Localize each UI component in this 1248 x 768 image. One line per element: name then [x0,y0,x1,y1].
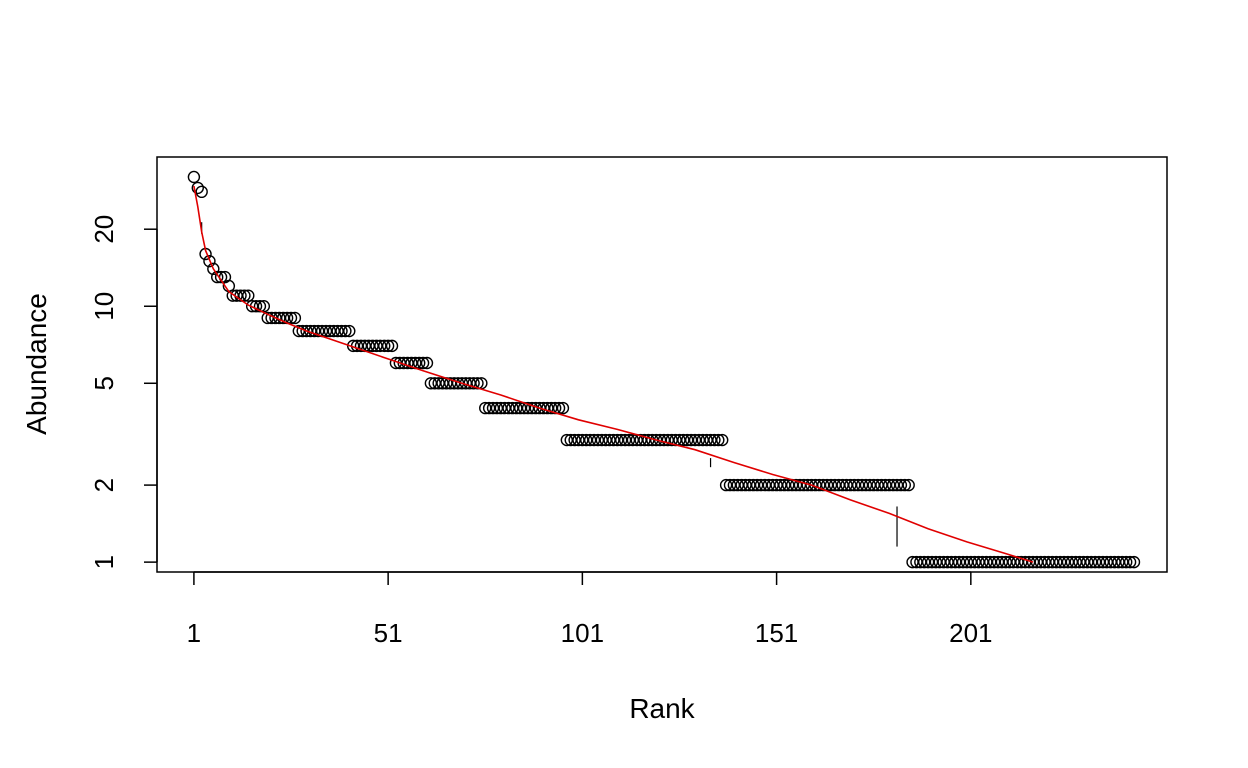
data-point [1123,555,1137,569]
data-point [413,356,426,370]
y-axis-title: Abundance [21,293,52,435]
data-point [335,324,348,338]
y-tick-label: 5 [89,376,119,390]
data-point [339,324,352,338]
data-point [203,254,216,268]
data-point [898,478,911,492]
data-point [195,185,208,199]
x-tick-label: 151 [755,618,798,648]
y-tick-label: 20 [89,215,119,244]
x-axis: 1 51 101 151 201 [187,571,993,648]
data-point [381,339,395,353]
data-point [894,478,908,492]
data-point [556,401,570,415]
data-point [207,262,220,276]
data-point [288,311,302,325]
x-tick-label: 201 [949,618,992,648]
data-point [716,433,729,447]
data-point [284,311,298,325]
data-point [1120,555,1133,569]
y-tick-label: 2 [89,478,119,492]
x-axis-title: Rank [629,693,695,724]
x-tick-label: 51 [374,618,403,648]
y-tick-label: 10 [89,292,119,321]
data-point [420,356,434,370]
data-point [416,356,430,370]
y-tick-label: 1 [89,555,119,569]
plot-frame [156,156,1168,573]
data-point [343,324,356,338]
data-point [902,478,915,492]
data-point [187,170,201,184]
x-tick-label: 101 [561,618,604,648]
data-point [253,300,267,313]
data-point [242,289,255,302]
data-point [214,270,228,284]
data-point [191,181,204,195]
data-point [467,377,480,390]
data-point [378,339,391,353]
data-points [187,170,1141,569]
x-tick-label: 1 [187,618,201,648]
data-point [712,433,725,447]
data-point [238,289,251,302]
fit-line [193,185,1034,563]
data-point [211,270,224,284]
data-point [1127,555,1141,569]
data-point [385,339,399,353]
data-point [708,433,721,447]
